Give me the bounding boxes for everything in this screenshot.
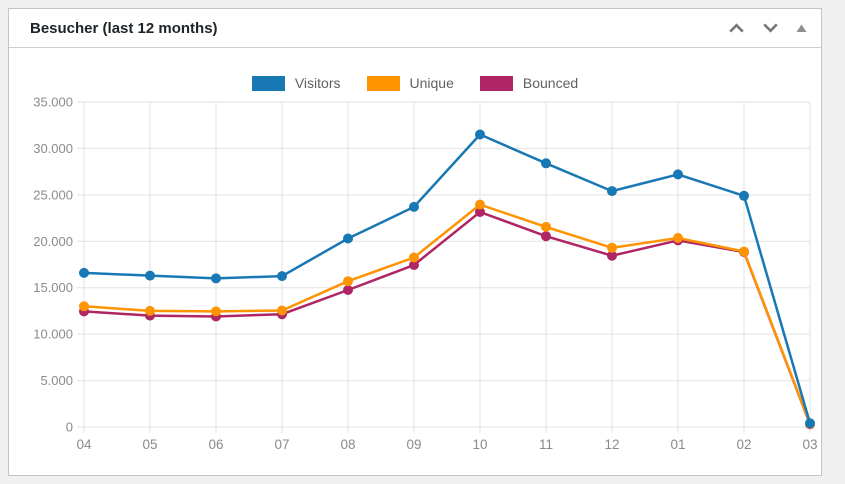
svg-text:05: 05 (142, 437, 157, 452)
chevron-up-icon (729, 23, 744, 33)
svg-text:25.000: 25.000 (33, 187, 73, 202)
legend-item-visitors: Visitors (251, 75, 341, 91)
widget-header: Besucher (last 12 months) (9, 9, 821, 48)
svg-text:15.000: 15.000 (33, 280, 73, 295)
move-up-button[interactable] (726, 20, 747, 36)
svg-text:30.000: 30.000 (33, 141, 73, 156)
visitors-widget: Besucher (last 12 months) (8, 8, 822, 476)
svg-text:03: 03 (802, 437, 817, 452)
svg-text:02: 02 (736, 437, 751, 452)
svg-text:10.000: 10.000 (33, 327, 73, 342)
unique-swatch-icon (366, 75, 400, 91)
chart-container: Visitors Unique Bounced 0 5.000 10.000 15.0… (9, 48, 821, 474)
legend-item-bounced: Bounced (479, 75, 579, 91)
svg-text:10: 10 (472, 437, 487, 452)
svg-text:08: 08 (340, 437, 355, 452)
legend-item-unique: Unique (366, 75, 454, 91)
legend-label-bounced: Bounced (522, 75, 579, 91)
svg-text:04: 04 (76, 437, 92, 452)
bounced-swatch-icon (479, 75, 513, 91)
visitors-line-chart: 0 5.000 10.000 15.000 20.000 25.000 30.000 35.0… (33, 95, 817, 453)
svg-text:09: 09 (406, 437, 421, 452)
svg-text:11: 11 (539, 437, 553, 452)
triangle-up-icon (796, 24, 807, 32)
visitors-swatch-icon (251, 75, 285, 91)
chevron-down-icon (763, 23, 778, 33)
svg-text:12: 12 (604, 437, 619, 452)
widget-controls (726, 20, 809, 36)
collapse-button[interactable] (794, 22, 809, 35)
svg-text:0: 0 (66, 420, 73, 435)
svg-text:06: 06 (208, 437, 223, 452)
svg-text:01: 01 (670, 437, 685, 452)
widget-title: Besucher (last 12 months) (30, 19, 218, 37)
svg-text:5.000: 5.000 (40, 373, 73, 388)
svg-text:07: 07 (274, 437, 289, 452)
svg-text:20.000: 20.000 (33, 234, 73, 249)
legend-label-visitors: Visitors (294, 75, 341, 91)
svg-text:35.000: 35.000 (33, 95, 73, 110)
legend-label-unique: Unique (409, 75, 454, 91)
chart-legend: Visitors Unique Bounced (9, 75, 821, 91)
move-down-button[interactable] (760, 20, 781, 36)
